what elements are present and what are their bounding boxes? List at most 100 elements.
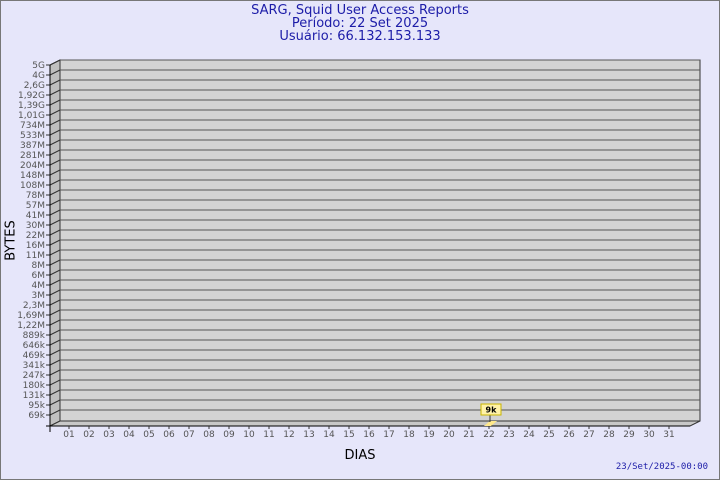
timestamp: 23/Set/2025-00:00 bbox=[615, 462, 708, 472]
y-tick-label: 1,01G bbox=[18, 111, 45, 121]
grid-diagonal bbox=[49, 299, 61, 306]
y-tick-label: 387M bbox=[20, 141, 45, 151]
x-tick-label: 13 bbox=[303, 430, 314, 440]
x-tick-label: 25 bbox=[543, 430, 554, 440]
grid-diagonal bbox=[49, 259, 61, 266]
chart-user: Usuário: 66.132.153.133 bbox=[279, 29, 441, 44]
data-label-box bbox=[480, 403, 502, 416]
y-tick-label: 57M bbox=[26, 201, 45, 211]
grid-diagonal bbox=[49, 59, 61, 66]
grid-diagonal bbox=[49, 199, 61, 206]
x-tick-label: 02 bbox=[83, 430, 94, 440]
grid-diagonal bbox=[49, 79, 61, 86]
grid-diagonal bbox=[49, 89, 61, 96]
grid-diagonal bbox=[49, 149, 61, 156]
grid-diagonal bbox=[49, 169, 61, 176]
y-tick-label: 148M bbox=[20, 171, 45, 181]
grid-diagonal bbox=[49, 219, 61, 226]
y-tick-label: 1,22M bbox=[17, 321, 45, 331]
grid-diagonal bbox=[49, 329, 61, 336]
x-tick-label: 12 bbox=[283, 430, 294, 440]
x-tick-label: 08 bbox=[203, 430, 215, 440]
y-tick-label: 78M bbox=[26, 191, 45, 201]
grid-diagonal bbox=[49, 69, 61, 76]
y-tick-label: 4G bbox=[32, 71, 45, 81]
y-tick-label: 131k bbox=[23, 391, 46, 401]
grid-diagonal bbox=[49, 389, 61, 396]
y-tick-label: 41M bbox=[26, 211, 45, 221]
y-tick-label: 69k bbox=[28, 411, 45, 421]
grid-diagonal bbox=[49, 309, 61, 316]
y-tick-label: 341k bbox=[23, 361, 46, 371]
y-tick-label: 3M bbox=[32, 291, 46, 301]
grid-diagonal bbox=[49, 189, 61, 196]
x-tick-label: 09 bbox=[223, 430, 235, 440]
grid-diagonal bbox=[49, 379, 61, 386]
grid-diagonal bbox=[49, 209, 61, 216]
x-tick-label: 26 bbox=[563, 430, 575, 440]
y-tick-label: 4M bbox=[32, 281, 46, 291]
grid-diagonal bbox=[49, 229, 61, 236]
y-tick-label: 30M bbox=[26, 221, 45, 231]
grid-diagonal bbox=[49, 359, 61, 366]
x-tick-label: 21 bbox=[463, 430, 474, 440]
grid-diagonal bbox=[49, 99, 61, 106]
x-tick-label: 30 bbox=[643, 430, 655, 440]
x-tick-label: 15 bbox=[343, 430, 354, 440]
y-tick-label: 6M bbox=[32, 271, 46, 281]
y-tick-label: 16M bbox=[26, 241, 45, 251]
grid-diagonal bbox=[49, 139, 61, 146]
grid-diagonal bbox=[49, 369, 61, 376]
grid-diagonal bbox=[49, 129, 61, 136]
x-tick-label: 27 bbox=[583, 430, 594, 440]
x-tick-label: 01 bbox=[63, 430, 74, 440]
x-tick-label: 03 bbox=[103, 430, 114, 440]
data-bar bbox=[484, 421, 497, 426]
y-tick-label: 95k bbox=[28, 401, 45, 411]
x-tick-label: 14 bbox=[323, 430, 335, 440]
y-tick-label: 1,92G bbox=[18, 91, 45, 101]
grid-diagonal bbox=[49, 409, 61, 416]
grid-diagonal bbox=[49, 279, 61, 286]
x-tick-label: 16 bbox=[363, 430, 375, 440]
chart-title: SARG, Squid User Access Reports bbox=[251, 3, 469, 18]
x-tick-label: 06 bbox=[163, 430, 175, 440]
x-tick-label: 28 bbox=[603, 430, 615, 440]
grid-diagonal bbox=[49, 159, 61, 166]
y-tick-label: 247k bbox=[23, 371, 46, 381]
chart-period: Período: 22 Set 2025 bbox=[291, 16, 429, 31]
x-tick-label: 10 bbox=[243, 430, 255, 440]
y-tick-label: 734M bbox=[20, 121, 45, 131]
y-tick-label: 2,3M bbox=[23, 301, 45, 311]
x-tick-label: 19 bbox=[423, 430, 435, 440]
y-tick-label: 889k bbox=[23, 331, 46, 341]
x-tick-label: 07 bbox=[183, 430, 194, 440]
x-tick-label: 05 bbox=[143, 430, 154, 440]
x-tick-label: 18 bbox=[403, 430, 415, 440]
y-tick-label: 11M bbox=[26, 251, 45, 261]
x-tick-label: 04 bbox=[123, 430, 135, 440]
x-tick-label: 17 bbox=[383, 430, 394, 440]
y-tick-label: 2,6G bbox=[24, 81, 45, 91]
y-tick-label: 469k bbox=[23, 351, 46, 361]
x-tick-label: 29 bbox=[623, 430, 635, 440]
y-tick-label: 533M bbox=[20, 131, 45, 141]
grid-diagonal bbox=[49, 319, 61, 326]
grid-diagonal bbox=[49, 269, 61, 276]
y-tick-label: 204M bbox=[20, 161, 45, 171]
x-tick-label: 24 bbox=[523, 430, 535, 440]
y-tick-label: 281M bbox=[20, 151, 45, 161]
x-tick-label: 31 bbox=[663, 430, 674, 440]
y-tick-label: 22M bbox=[26, 231, 45, 241]
y-tick-label: 646k bbox=[23, 341, 46, 351]
y-tick-label: 8M bbox=[32, 261, 46, 271]
x-tick-label: 22 bbox=[483, 430, 494, 440]
grid-diagonal bbox=[49, 119, 61, 126]
x-tick-label: 11 bbox=[263, 430, 274, 440]
x-axis-title: DIAS bbox=[344, 448, 376, 463]
y-tick-label: 5G bbox=[32, 61, 45, 71]
y-tick-label: 108M bbox=[20, 181, 45, 191]
grid-diagonal bbox=[49, 339, 61, 346]
x-tick-label: 23 bbox=[503, 430, 514, 440]
